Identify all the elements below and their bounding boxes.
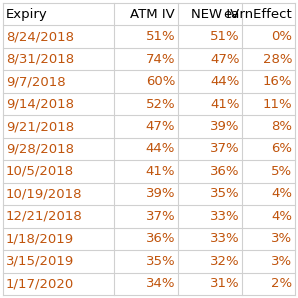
Text: ATM IV: ATM IV bbox=[131, 8, 175, 21]
Text: 28%: 28% bbox=[263, 53, 292, 66]
Text: 1/17/2020: 1/17/2020 bbox=[6, 277, 74, 290]
Text: 9/28/2018: 9/28/2018 bbox=[6, 142, 74, 156]
Text: 51%: 51% bbox=[210, 30, 240, 43]
Text: 33%: 33% bbox=[210, 210, 240, 223]
Text: 39%: 39% bbox=[210, 120, 240, 133]
Text: 36%: 36% bbox=[146, 232, 175, 245]
Text: 37%: 37% bbox=[146, 210, 175, 223]
Text: 3%: 3% bbox=[271, 232, 292, 245]
Text: earnEffect: earnEffect bbox=[223, 8, 292, 21]
Text: 34%: 34% bbox=[146, 277, 175, 290]
Text: 6%: 6% bbox=[271, 142, 292, 156]
Text: Expiry: Expiry bbox=[6, 8, 48, 21]
Text: 35%: 35% bbox=[146, 255, 175, 268]
Text: 5%: 5% bbox=[271, 165, 292, 178]
Text: 2%: 2% bbox=[271, 277, 292, 290]
Text: NEW IV: NEW IV bbox=[191, 8, 240, 21]
Text: 51%: 51% bbox=[146, 30, 175, 43]
Text: 4%: 4% bbox=[271, 210, 292, 223]
Text: 41%: 41% bbox=[146, 165, 175, 178]
Text: 1/18/2019: 1/18/2019 bbox=[6, 232, 74, 245]
Text: 60%: 60% bbox=[146, 75, 175, 88]
Text: 32%: 32% bbox=[210, 255, 240, 268]
Text: 74%: 74% bbox=[146, 53, 175, 66]
Text: 4%: 4% bbox=[271, 187, 292, 201]
Text: 47%: 47% bbox=[146, 120, 175, 133]
Text: 8%: 8% bbox=[271, 120, 292, 133]
Text: 52%: 52% bbox=[146, 97, 175, 111]
Text: 8/31/2018: 8/31/2018 bbox=[6, 53, 74, 66]
Text: 12/21/2018: 12/21/2018 bbox=[6, 210, 83, 223]
Text: 41%: 41% bbox=[210, 97, 240, 111]
Text: 9/7/2018: 9/7/2018 bbox=[6, 75, 66, 88]
Text: 16%: 16% bbox=[263, 75, 292, 88]
Text: 39%: 39% bbox=[146, 187, 175, 201]
Text: 37%: 37% bbox=[210, 142, 240, 156]
Text: 11%: 11% bbox=[263, 97, 292, 111]
Text: 9/21/2018: 9/21/2018 bbox=[6, 120, 74, 133]
Text: 3%: 3% bbox=[271, 255, 292, 268]
Text: 31%: 31% bbox=[210, 277, 240, 290]
Text: 9/14/2018: 9/14/2018 bbox=[6, 97, 74, 111]
Text: 0%: 0% bbox=[271, 30, 292, 43]
Text: 3/15/2019: 3/15/2019 bbox=[6, 255, 74, 268]
Text: 8/24/2018: 8/24/2018 bbox=[6, 30, 74, 43]
Text: 33%: 33% bbox=[210, 232, 240, 245]
Text: 35%: 35% bbox=[210, 187, 240, 201]
Text: 44%: 44% bbox=[210, 75, 240, 88]
Text: 10/5/2018: 10/5/2018 bbox=[6, 165, 74, 178]
Text: 44%: 44% bbox=[146, 142, 175, 156]
Text: 36%: 36% bbox=[210, 165, 240, 178]
Text: 47%: 47% bbox=[210, 53, 240, 66]
Text: 10/19/2018: 10/19/2018 bbox=[6, 187, 83, 201]
